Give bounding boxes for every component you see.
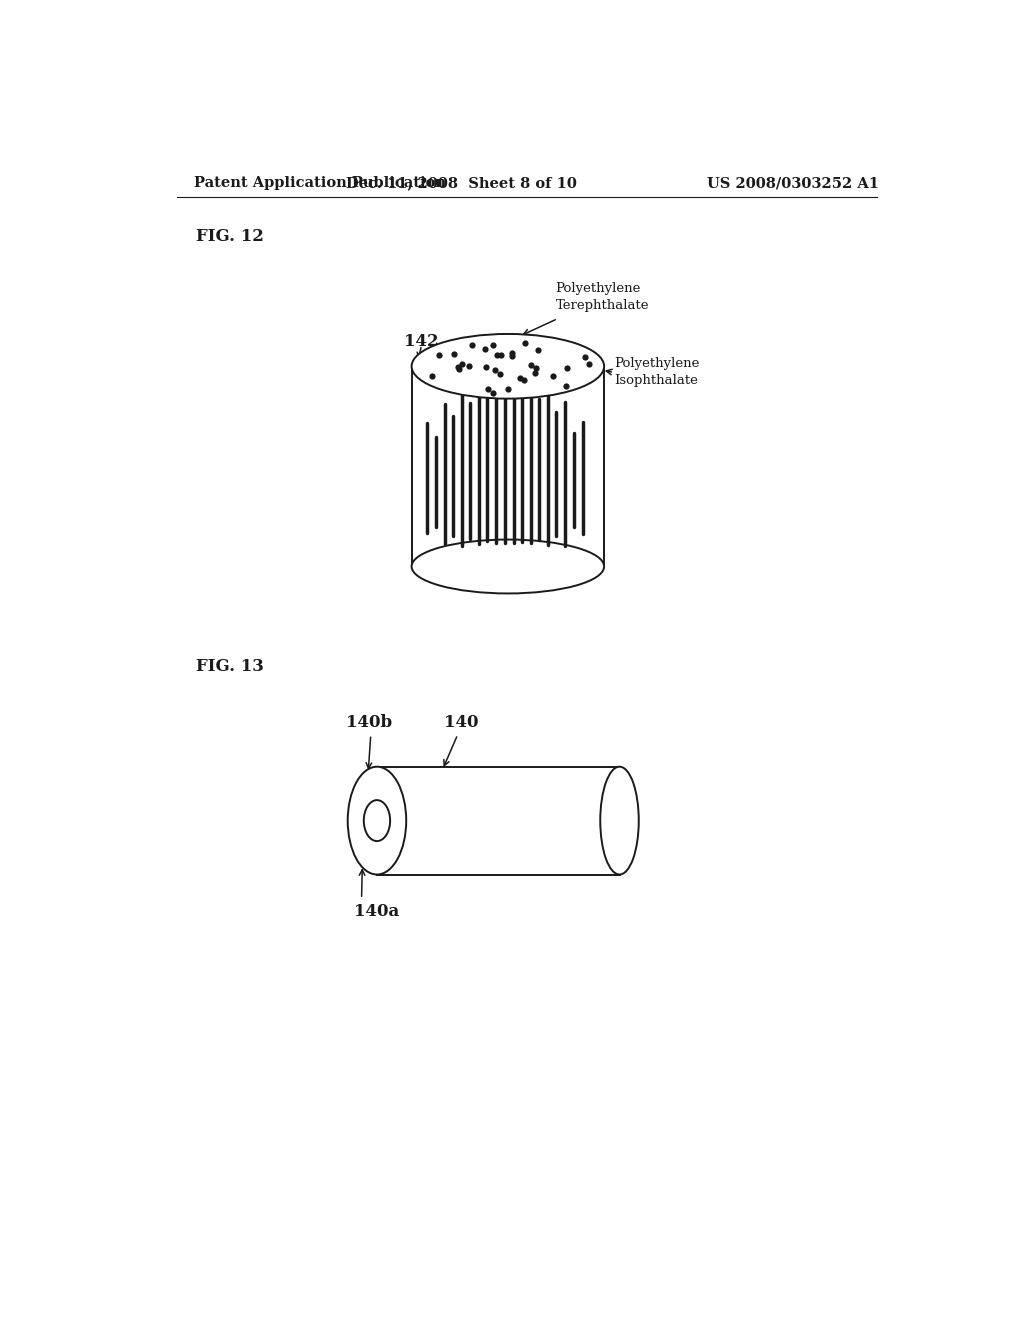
Ellipse shape <box>348 767 407 875</box>
Text: FIG. 12: FIG. 12 <box>196 228 264 246</box>
Text: 140b: 140b <box>346 714 392 730</box>
Text: Patent Application Publication: Patent Application Publication <box>194 176 445 190</box>
Ellipse shape <box>600 767 639 875</box>
Text: Dec. 11, 2008  Sheet 8 of 10: Dec. 11, 2008 Sheet 8 of 10 <box>346 176 578 190</box>
Text: US 2008/0303252 A1: US 2008/0303252 A1 <box>707 176 879 190</box>
Ellipse shape <box>412 540 604 594</box>
Text: Polyethylene
Isophthalate: Polyethylene Isophthalate <box>614 358 699 388</box>
Text: 140: 140 <box>444 714 479 730</box>
Text: 142: 142 <box>403 333 438 350</box>
Text: 140a: 140a <box>354 903 399 920</box>
Ellipse shape <box>364 800 390 841</box>
Text: FIG. 13: FIG. 13 <box>196 659 264 675</box>
Ellipse shape <box>412 334 604 399</box>
Text: Polyethylene
Terephthalate: Polyethylene Terephthalate <box>556 282 649 313</box>
